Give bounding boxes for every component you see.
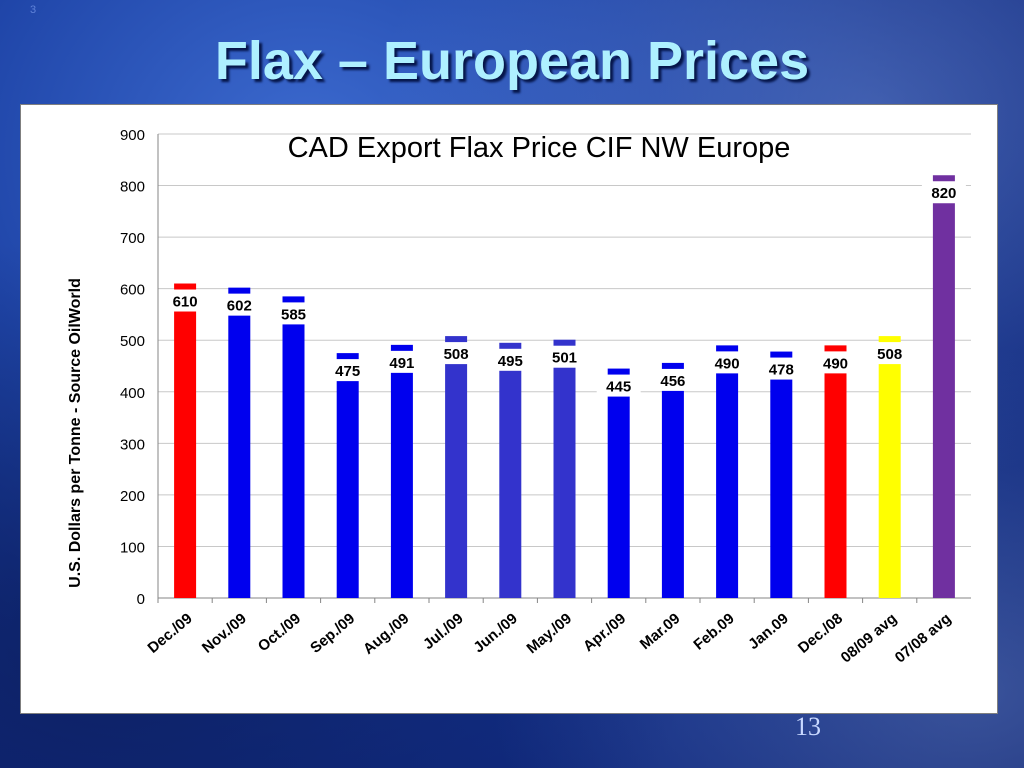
data-label: 490 xyxy=(823,355,848,372)
data-label: 478 xyxy=(769,362,794,379)
data-label-background xyxy=(813,351,858,374)
page-number: 13 xyxy=(795,712,821,741)
bar xyxy=(499,342,522,598)
data-label: 495 xyxy=(498,353,523,370)
data-label-background xyxy=(759,357,804,380)
x-tick-label: Sep./09 xyxy=(307,610,358,657)
data-label: 610 xyxy=(173,294,198,311)
x-tick-label: Dec./09 xyxy=(144,610,195,657)
data-label: 475 xyxy=(335,363,360,380)
data-label-background xyxy=(325,359,370,382)
x-tick-labels: Dec./09 Nov./09 Oct./09 Sep./09 Aug./09 Jul./… xyxy=(144,610,954,666)
x-tick-label: Mar.09 xyxy=(637,610,684,653)
bar xyxy=(932,175,955,598)
data-label: 820 xyxy=(931,185,956,202)
data-label-background xyxy=(217,293,262,316)
data-label: 491 xyxy=(389,355,414,372)
bar xyxy=(661,362,684,598)
x-tick-label: Oct./09 xyxy=(255,610,304,655)
data-label-background xyxy=(705,351,750,374)
data-label-background xyxy=(542,345,587,368)
data-label: 602 xyxy=(227,298,252,315)
y-tick-label: 800 xyxy=(120,179,145,196)
data-label-background xyxy=(867,342,912,365)
data-label-background xyxy=(163,289,208,312)
y-axis-label: U.S. Dollars per Tonne - Source OilWorld xyxy=(67,278,84,588)
x-tick-label: Feb.09 xyxy=(690,610,737,654)
bar xyxy=(770,351,793,598)
bar xyxy=(878,336,901,598)
x-tick-label: 07/08 avg xyxy=(892,610,955,666)
corner-mark: 3 xyxy=(30,4,37,16)
slide-title: Flax – European Prices xyxy=(214,31,810,91)
data-label-background xyxy=(379,350,424,373)
data-label-background xyxy=(271,302,316,325)
bar xyxy=(445,336,468,598)
data-label: 508 xyxy=(877,346,902,363)
bar xyxy=(607,368,630,598)
bar xyxy=(336,353,359,598)
bar xyxy=(553,339,576,598)
x-tick-label: Dec./08 xyxy=(795,610,846,657)
data-label: 585 xyxy=(281,306,306,323)
bar xyxy=(390,344,413,598)
y-tick-label: 700 xyxy=(120,230,145,247)
data-label: 456 xyxy=(660,373,685,390)
x-tick-label: Jul./09 xyxy=(420,610,467,653)
y-tick-label: 400 xyxy=(120,385,145,402)
y-tick-label: 0 xyxy=(137,591,145,608)
x-tick-label: Apr./09 xyxy=(580,610,629,655)
y-tick-label: 200 xyxy=(120,488,145,505)
y-tick-label: 900 xyxy=(120,127,145,144)
data-label-background xyxy=(921,181,966,204)
data-label: 501 xyxy=(552,350,577,367)
chart-title: CAD Export Flax Price CIF NW Europe xyxy=(288,132,791,164)
bar xyxy=(174,283,197,598)
data-labels: 610 602 585 475 491 508 495 501 445 456 490 478 490 5… xyxy=(163,181,966,397)
bar-chart: 610 602 585 475 491 508 495 501 445 456 490 478 490 5… xyxy=(67,127,971,666)
data-label-background xyxy=(596,374,641,397)
chart-container: 610 602 585 475 491 508 495 501 445 456 490 478 490 5… xyxy=(20,104,998,714)
data-label-background xyxy=(434,342,479,365)
bar xyxy=(228,287,251,598)
y-tick-label: 500 xyxy=(120,333,145,350)
bar xyxy=(824,345,847,598)
bar xyxy=(716,345,739,598)
x-tick-label: Jan.09 xyxy=(745,610,792,653)
bars xyxy=(174,175,955,598)
x-tick-label: Nov./09 xyxy=(199,610,250,657)
data-label: 490 xyxy=(715,355,740,372)
x-tick-label: Jun./09 xyxy=(470,610,521,656)
y-tick-labels: 0 100 200 300 400 500 600 700 800 900 xyxy=(120,127,145,608)
y-tick-label: 600 xyxy=(120,282,145,299)
bar xyxy=(282,296,305,598)
data-label-background xyxy=(650,368,695,391)
y-tick-label: 300 xyxy=(120,436,145,453)
x-tick-label: 08/09 avg xyxy=(838,610,901,666)
x-tick-label: Aug./09 xyxy=(360,610,412,658)
x-tick-label: May./09 xyxy=(523,610,575,657)
data-label: 508 xyxy=(444,346,469,363)
data-label: 445 xyxy=(606,379,631,396)
data-label-background xyxy=(488,348,533,371)
y-tick-label: 100 xyxy=(120,539,145,556)
